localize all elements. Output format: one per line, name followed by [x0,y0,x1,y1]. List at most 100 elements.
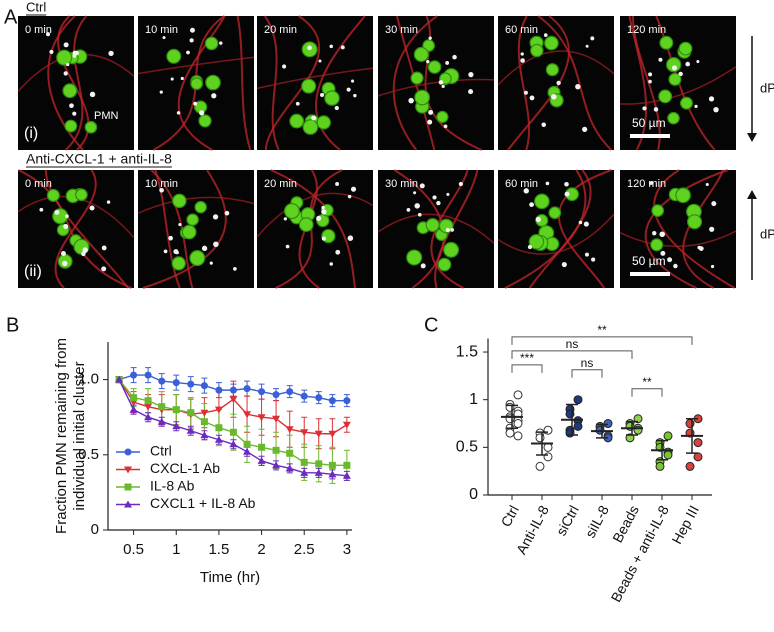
time-label: 10 min [145,24,178,36]
time-label: 20 min [264,24,297,36]
scale-bar-label: 50 µm [632,116,666,130]
pmn-dot [350,186,357,192]
y-axis-label: individual initial cluster [71,361,88,510]
legend-marker [124,500,132,508]
legend-label: IL-8 Ab [150,478,195,494]
pmn-dot [335,249,341,255]
pmn-dot [414,203,420,209]
data-point [285,426,294,434]
pmn-dot [667,257,673,263]
data-point [565,409,575,419]
flow-label: dP [760,226,774,241]
data-point [258,388,266,396]
vessel-edge [137,56,255,75]
pmn-dot [408,97,414,104]
pmn-dot [450,228,455,232]
micrograph [256,169,374,289]
pmn-dot [283,217,288,221]
pmn-dot [417,212,422,217]
micrograph [497,15,615,151]
vessel-edge [154,169,181,289]
neutrophil-cluster-cell [324,90,340,106]
neutrophil-cluster-cell [528,234,545,250]
data-point [535,433,545,443]
data-point [157,417,166,425]
pmn-dot [406,208,411,212]
data-point [272,415,281,423]
pmn-dot [445,227,451,233]
pmn-dot [281,64,287,69]
panel-letter: A [4,6,18,28]
pmn-dot [523,188,529,194]
data-point [187,380,195,388]
time-label: 0 min [25,178,52,190]
pmn-dot [63,224,69,229]
pmn-dot [175,250,179,255]
data-point [200,418,208,426]
data-point [513,431,523,441]
x-tick-label: 1.5 [208,541,229,558]
micrograph [377,15,495,151]
micrograph [137,169,255,289]
pmn-dot [163,249,168,254]
data-point [663,450,673,460]
pmn-dot [441,84,445,89]
vessel-edge [315,15,366,151]
data-point [300,392,308,400]
pmn-dot [564,191,570,197]
neutrophil-cluster-cell [321,228,336,244]
vessel-edge [137,196,255,214]
x-tick-label: Ctrl [498,503,522,530]
micrograph [619,169,737,289]
neutrophil-cluster-cell [190,77,204,91]
data-point [229,386,237,394]
row-label: (ii) [24,263,42,280]
pmn-dot [426,59,430,64]
data-point [129,405,138,413]
data-point [573,395,583,405]
neutrophil-cluster-cell [687,214,703,230]
pmn-dot [170,77,174,81]
neutrophil-cluster-cell [198,114,212,128]
vessel-edge [57,15,90,151]
vessel-edge [142,169,227,289]
pmn-dot [106,200,111,204]
pmn-dot [72,54,77,58]
cell-label: PMN [94,110,119,122]
neutrophil-cluster-cell [410,71,424,85]
neutrophil-cluster-cell [186,213,199,226]
pmn-dot [432,195,437,200]
data-point [130,394,138,402]
vessel-edge [177,15,226,151]
pmn-dot [69,103,74,109]
pmn-dot [705,183,709,187]
data-point [215,386,223,394]
data-point [172,422,181,430]
pmn-dot [168,235,173,241]
neutrophil-cluster-cell [64,119,78,133]
pmn-dot [427,119,433,125]
pmn-dot [652,231,657,236]
pmn-dot [213,241,219,248]
micrograph [256,15,374,151]
pmn-dot [545,181,550,186]
neutrophil-cluster-cell [302,119,319,135]
pmn-dot [642,106,647,111]
micrograph [619,15,737,151]
vessel-edge [392,15,438,151]
significance-bracket [511,336,693,345]
pmn-dot [468,89,474,95]
neutrophil-cluster-cell [46,188,60,202]
row-title: Anti-CXCL-1 + anti-IL-8 [26,151,172,167]
data-point [130,371,138,379]
data-point [172,379,180,387]
time-label: 60 min [505,178,538,190]
data-point [328,397,336,405]
pmn-dot [159,187,164,193]
neutrophil-cluster-cell [679,96,693,110]
x-tick-label: Beads [609,503,642,546]
pmn-dot [420,263,426,269]
pmn-dot [428,109,434,115]
pmn-dot [561,261,567,268]
micrograph-background [498,170,614,288]
